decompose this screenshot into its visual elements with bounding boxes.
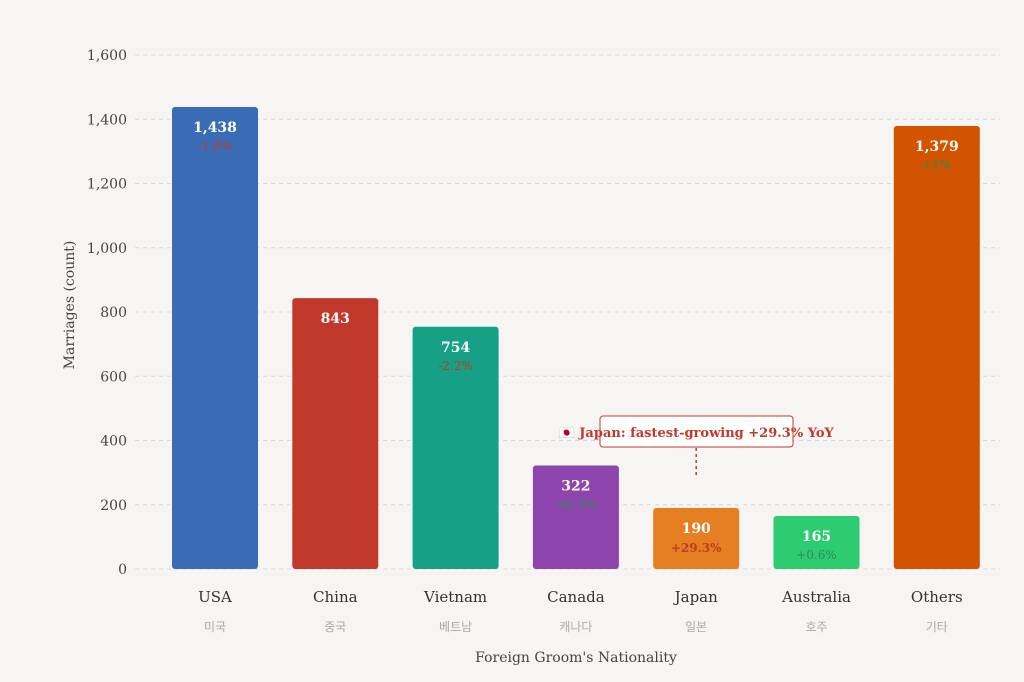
x-tick-label: USA bbox=[198, 588, 232, 606]
x-tick-sublabel: 중국 bbox=[324, 620, 346, 634]
bar-others bbox=[893, 125, 980, 569]
bar-change-label: +1% bbox=[922, 158, 951, 172]
bar-china bbox=[292, 298, 379, 569]
x-axis-title: Foreign Groom's Nationality bbox=[475, 650, 677, 666]
annotation-text: 🇯🇵 Japan: fastest-growing +29.3% YoY bbox=[559, 426, 835, 441]
bar-value-label: 322 bbox=[561, 479, 590, 495]
y-tick-label: 600 bbox=[100, 369, 127, 385]
x-tick-sublabel: 호주 bbox=[805, 620, 827, 634]
bar-japan bbox=[653, 507, 740, 569]
y-tick-label: 1,600 bbox=[87, 48, 127, 64]
x-tick-sublabel: 기타 bbox=[926, 620, 948, 634]
bar-change-label: -2.2% bbox=[438, 359, 473, 373]
x-axis-labels: USA 미국 China 중국 Vietnam 베트남 Canada 캐나다 Japan 일본 Au… bbox=[198, 588, 963, 634]
x-tick-label: China bbox=[313, 588, 358, 606]
bar-change-label: -1.8% bbox=[198, 139, 233, 153]
y-tick-label: 0 bbox=[118, 562, 127, 578]
y-tick-label: 1,400 bbox=[87, 112, 127, 128]
x-tick-label: Vietnam bbox=[423, 588, 487, 606]
bar-value-label: 754 bbox=[441, 340, 470, 356]
y-tick-label: 800 bbox=[100, 305, 127, 321]
x-tick-label: Australia bbox=[781, 588, 851, 606]
bar-canada bbox=[532, 465, 619, 569]
bar-change-label: +29.3% bbox=[671, 541, 722, 555]
bar-value-label: 165 bbox=[802, 529, 831, 545]
x-tick-label: Japan bbox=[673, 588, 719, 606]
x-tick-label: Canada bbox=[547, 588, 605, 606]
bar-vietnam bbox=[412, 326, 499, 569]
bar-value-label: 190 bbox=[682, 521, 711, 537]
bar-usa bbox=[172, 107, 258, 569]
bar-australia bbox=[773, 515, 860, 569]
y-axis-title: Marriages (count) bbox=[62, 241, 78, 370]
bar-change-label: +6.3% bbox=[556, 498, 597, 512]
y-tick-label: 1,200 bbox=[87, 177, 127, 193]
bar-value-label: 1,438 bbox=[193, 120, 237, 136]
x-tick-sublabel: 미국 bbox=[204, 620, 226, 634]
bar-value-label: 1,379 bbox=[915, 139, 959, 155]
bars: 1,438 -1.8% 843 754 -2.2% 322 +6.3% 190 +29.3% 16… bbox=[172, 107, 980, 569]
x-tick-label: Others bbox=[911, 588, 963, 606]
y-tick-label: 400 bbox=[100, 434, 127, 450]
annotation-japan: 🇯🇵 Japan: fastest-growing +29.3% YoY bbox=[559, 415, 835, 476]
bar-change-label: +0.6% bbox=[796, 548, 837, 562]
x-tick-sublabel: 일본 bbox=[685, 620, 707, 634]
y-axis-ticks: 0 200 400 600 800 1,000 1,200 1,400 1,600 bbox=[87, 48, 127, 578]
y-tick-label: 200 bbox=[100, 498, 127, 514]
bar-value-label: 843 bbox=[321, 311, 350, 327]
gridlines bbox=[135, 54, 1000, 570]
annotation-box bbox=[599, 415, 794, 448]
x-tick-sublabel: 베트남 bbox=[439, 620, 472, 634]
x-tick-sublabel: 캐나다 bbox=[559, 620, 592, 634]
y-tick-label: 1,000 bbox=[87, 241, 127, 257]
